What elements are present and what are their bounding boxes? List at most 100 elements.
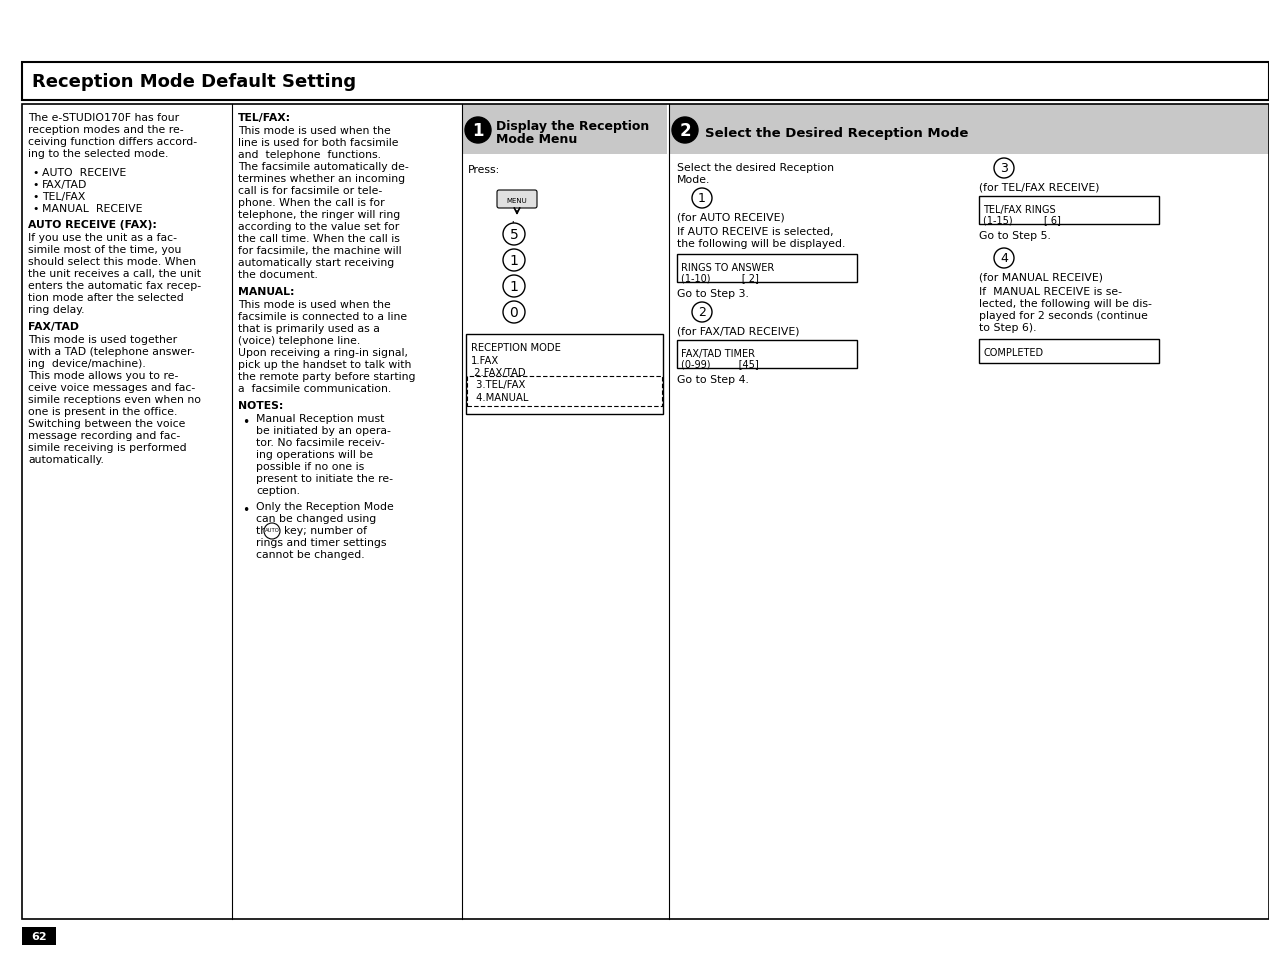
Text: tion mode after the selected: tion mode after the selected [28,293,184,303]
Text: +: + [506,298,516,312]
Text: This mode is used together: This mode is used together [28,335,178,345]
Text: the following will be displayed.: the following will be displayed. [676,239,845,249]
Text: Press:: Press: [468,165,500,174]
FancyBboxPatch shape [497,191,537,209]
Text: telephone, the ringer will ring: telephone, the ringer will ring [239,210,400,220]
Text: (voice) telephone line.: (voice) telephone line. [239,335,360,346]
Text: MENU: MENU [506,198,528,204]
Text: one is present in the office.: one is present in the office. [28,407,178,416]
Text: that is primarily used as a: that is primarily used as a [239,324,379,334]
Text: simile most of the time, you: simile most of the time, you [28,245,181,254]
Text: 0: 0 [510,306,518,319]
Circle shape [503,275,525,297]
Text: Mode Menu: Mode Menu [496,132,577,146]
Text: according to the value set for: according to the value set for [239,222,400,232]
Text: enters the automatic fax recep-: enters the automatic fax recep- [28,281,201,291]
Text: Only the Reception Mode: Only the Reception Mode [256,501,393,512]
Text: ing to the selected mode.: ing to the selected mode. [28,149,169,159]
Text: Reception Mode Default Setting: Reception Mode Default Setting [32,73,357,91]
Text: (for TEL/FAX RECEIVE): (for TEL/FAX RECEIVE) [978,183,1099,193]
Bar [462,105,667,154]
Bar [466,335,662,415]
Text: rings and timer settings: rings and timer settings [256,537,387,547]
Text: with a TAD (telephone answer-: with a TAD (telephone answer- [28,347,194,356]
Text: ceive voice messages and fac-: ceive voice messages and fac- [28,382,195,393]
Text: If  MANUAL RECEIVE is se-: If MANUAL RECEIVE is se- [978,287,1122,296]
Bar [467,376,662,407]
Bar [22,63,1269,101]
Text: COMPLETED: COMPLETED [983,348,1044,357]
Text: simile receiving is performed: simile receiving is performed [28,442,187,453]
Text: ring delay.: ring delay. [28,305,85,314]
Text: •: • [32,180,38,190]
Text: 1: 1 [510,253,519,268]
Text: the: the [256,525,278,536]
Circle shape [994,249,1014,269]
Text: (0-99)         [45]: (0-99) [45] [681,358,759,369]
Text: 2: 2 [679,122,690,140]
Text: AUTO: AUTO [265,528,279,533]
Text: present to initiate the re-: present to initiate the re- [256,474,393,483]
Text: 4: 4 [1000,253,1008,265]
Text: key; number of: key; number of [284,525,367,536]
Text: automatically.: automatically. [28,455,104,464]
Text: •: • [242,503,249,517]
Text: for facsimile, the machine will: for facsimile, the machine will [239,246,401,255]
Text: NOTES:: NOTES: [239,400,283,411]
Text: •: • [32,168,38,178]
Text: ing operations will be: ing operations will be [256,450,373,459]
Text: to Step 6).: to Step 6). [978,323,1037,333]
Text: •: • [32,204,38,213]
Circle shape [464,118,491,144]
Bar [978,196,1159,225]
Circle shape [503,224,525,246]
Text: the unit receives a call, the unit: the unit receives a call, the unit [28,269,201,278]
Text: reception modes and the re-: reception modes and the re- [28,125,184,135]
Text: FAX/TAD: FAX/TAD [28,322,79,332]
Text: Go to Step 4.: Go to Step 4. [676,375,749,385]
Bar [676,254,857,283]
Text: 2.FAX/TAD: 2.FAX/TAD [471,368,525,377]
Text: can be changed using: can be changed using [256,514,376,523]
Text: TEL/FAX:: TEL/FAX: [239,112,291,123]
Text: ing  device/machine).: ing device/machine). [28,358,146,369]
Text: RECEPTION MODE: RECEPTION MODE [471,343,561,353]
Text: +: + [506,273,516,286]
Bar [978,339,1159,364]
Text: line is used for both facsimile: line is used for both facsimile [239,138,398,148]
Text: FAX/TAD TIMER: FAX/TAD TIMER [681,349,755,358]
Text: This mode allows you to re-: This mode allows you to re- [28,371,179,380]
Circle shape [692,303,712,323]
Circle shape [994,159,1014,179]
Text: 2: 2 [698,306,706,319]
Text: pick up the handset to talk with: pick up the handset to talk with [239,359,411,370]
Text: simile receptions even when no: simile receptions even when no [28,395,201,405]
Text: Upon receiving a ring-in signal,: Upon receiving a ring-in signal, [239,348,409,357]
Text: The e-STUDIO170F has four: The e-STUDIO170F has four [28,112,179,123]
Circle shape [264,523,280,539]
Text: FAX/TAD: FAX/TAD [42,180,88,190]
Text: played for 2 seconds (continue: played for 2 seconds (continue [978,311,1148,320]
Text: Mode.: Mode. [676,174,711,185]
Text: TEL/FAX: TEL/FAX [42,192,85,202]
Text: Switching between the voice: Switching between the voice [28,418,185,429]
Text: MANUAL  RECEIVE: MANUAL RECEIVE [42,204,142,213]
Text: ception.: ception. [256,485,299,496]
Text: 1: 1 [698,193,706,205]
Text: the call time. When the call is: the call time. When the call is [239,233,400,244]
Text: (1-15)          [ 6]: (1-15) [ 6] [983,214,1061,225]
Text: cannot be changed.: cannot be changed. [256,550,364,559]
Text: should select this mode. When: should select this mode. When [28,256,195,267]
Text: TEL/FAX RINGS: TEL/FAX RINGS [983,205,1056,214]
Text: Display the Reception: Display the Reception [496,120,650,132]
Text: (for FAX/TAD RECEIVE): (for FAX/TAD RECEIVE) [676,327,799,336]
Circle shape [503,250,525,272]
Text: 3.TEL/FAX: 3.TEL/FAX [473,379,525,390]
Text: •: • [32,192,38,202]
Text: 4.MANUAL: 4.MANUAL [473,393,528,402]
Circle shape [503,302,525,324]
Text: lected, the following will be dis-: lected, the following will be dis- [978,298,1152,309]
Text: be initiated by an opera-: be initiated by an opera- [256,426,391,436]
Text: possible if no one is: possible if no one is [256,461,364,472]
Text: ceiving function differs accord-: ceiving function differs accord- [28,137,197,147]
